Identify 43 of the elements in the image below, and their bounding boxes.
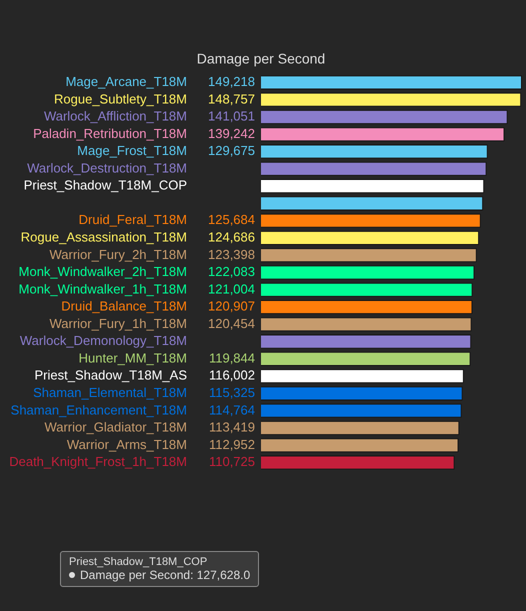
data-label: 121,004: [208, 281, 255, 296]
data-label: 124,686: [208, 230, 255, 245]
y-tick-label: Warlock_Demonology_T18M: [20, 333, 187, 348]
y-tick-label: Hunter_MM_T18M: [78, 350, 187, 366]
data-label: 120,454: [208, 316, 255, 331]
y-tick-label: Death_Knight_Frost_1h_T18M: [9, 454, 187, 470]
data-label: 114,764: [208, 402, 255, 418]
data-label: 141,051: [208, 108, 255, 124]
y-tick-label: Druid_Feral_T18M: [78, 212, 187, 228]
y-tick-label: Shaman_Elemental_T18M: [33, 385, 187, 400]
text: Damage per Second: 127,628.0: [80, 568, 250, 582]
y-tick-label: Rogue_Assassination_T18M: [20, 230, 187, 245]
data-label: 110,725: [208, 454, 255, 470]
y-tick-label: Warrior_Fury_2h_T18M: [49, 246, 187, 262]
data-label: 125,684: [208, 212, 255, 228]
y-tick-label: Warlock_Affliction_T18M: [44, 108, 187, 124]
y-tick-label: Paladin_Retribution_T18M: [33, 126, 187, 141]
data-label: 115,325: [208, 385, 255, 400]
data-label: 112,952: [208, 436, 255, 452]
y-tick-label: Mage_Frost_T18M: [77, 143, 187, 158]
data-label: 119,844: [208, 350, 255, 366]
data-label: 123,398: [208, 246, 255, 262]
y-tick-label: Mage_Arcane_T18M: [66, 74, 187, 90]
chart-title: Damage per Second: [196, 50, 326, 66]
data-label: 139,242: [208, 126, 255, 141]
data-label: 122,083: [208, 264, 255, 280]
y-tick-label: Rogue_Subtlety_T18M: [54, 91, 187, 106]
y-tick-label: Priest_Shadow_T18M_COP: [24, 178, 187, 193]
y-tick-label: Priest_Shadow_T18M_AS: [34, 368, 188, 383]
y-tick-label: Warlock_Destruction_T18M: [27, 160, 187, 176]
data-label: 120,907: [208, 298, 255, 314]
data-label: 149,218: [208, 74, 255, 90]
y-tick-label: Shaman_Enhancement_T18M: [10, 402, 187, 418]
y-tick-label: Warrior_Gladiator_T18M: [44, 420, 187, 435]
data-label: 116,002: [208, 368, 255, 383]
data-label: 113,419: [208, 420, 255, 435]
data-label: 148,757: [208, 91, 255, 106]
y-tick-label: Druid_Balance_T18M: [61, 298, 187, 314]
y-tick-label: Warrior_Fury_1h_T18M: [49, 316, 187, 331]
y-tick-label: Monk_Windwalker_2h_T18M: [18, 264, 187, 280]
y-tick-label: Monk_Windwalker_1h_T18M: [18, 281, 187, 296]
data-label: 129,675: [208, 143, 255, 158]
y-tick-label: Warrior_Arms_T18M: [66, 436, 187, 452]
